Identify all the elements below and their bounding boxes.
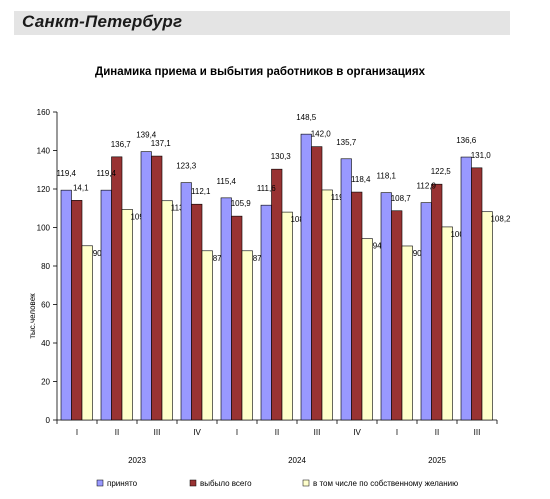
data-label-hired: 111,6: [257, 184, 276, 193]
bar-left-voluntary: [281, 211, 293, 421]
year-label: 2025: [428, 456, 446, 465]
legend-label: принято: [107, 479, 138, 488]
y-tick-label: 60: [41, 301, 50, 310]
data-label-left-total: 14,1: [73, 183, 89, 192]
x-tick-label: IV: [353, 428, 361, 437]
data-label-left-total: 108,7: [391, 194, 412, 203]
bar-hired: [380, 192, 392, 421]
x-tick-label: III: [314, 428, 321, 437]
data-label-left-total: 118,4: [351, 175, 371, 184]
bar-left-total: [191, 203, 203, 421]
legend-label: выбыло всего: [200, 479, 252, 488]
bar-hired: [420, 202, 432, 421]
data-label-left-total: 112,1: [191, 187, 211, 196]
y-tick-label: 160: [37, 108, 51, 117]
bar-hired: [340, 158, 352, 421]
data-label-left-voluntary: 108,2: [490, 215, 511, 224]
bar-left-total: [391, 210, 403, 421]
y-tick-label: 40: [41, 339, 50, 348]
data-label-left-total: 131,0: [471, 151, 492, 160]
bar-left-total: [271, 168, 283, 421]
data-label-hired: 119,4: [97, 169, 117, 178]
bar-left-voluntary: [201, 250, 213, 421]
data-label-hired: 136,6: [456, 136, 477, 145]
data-label-left-total: 130,3: [271, 152, 292, 161]
bar-hired: [220, 197, 232, 421]
bar-left-voluntary: [121, 209, 133, 421]
bar-left-total: [71, 200, 83, 421]
y-tick-label: 120: [37, 185, 51, 194]
y-tick-label: 0: [46, 416, 51, 425]
data-label-left-total: 105,9: [231, 199, 252, 208]
x-tick-label: II: [115, 428, 119, 437]
bar-hired: [180, 182, 192, 421]
data-label-hired: 112,9: [417, 182, 437, 191]
data-label-left-total: 137,1: [151, 139, 172, 148]
data-label-hired: 119,4: [57, 169, 77, 178]
data-label-left-total: 142,0: [311, 130, 332, 139]
bar-left-voluntary: [241, 250, 253, 421]
bar-left-total: [111, 156, 123, 421]
region-title: Санкт-Петербург: [22, 12, 183, 31]
data-label-hired: 135,7: [336, 138, 357, 147]
bar-left-voluntary: [481, 211, 493, 421]
year-label: 2023: [128, 456, 146, 465]
bar-left-total: [231, 215, 243, 421]
legend-label: в том числе по собственному желанию: [313, 479, 458, 488]
legend-swatch: [302, 479, 310, 487]
y-tick-label: 100: [37, 224, 51, 233]
bar-left-total: [431, 183, 443, 421]
x-tick-label: III: [474, 428, 481, 437]
data-label-left-total: 122,5: [431, 167, 452, 176]
bar-left-voluntary: [441, 226, 453, 421]
bar-hired: [460, 156, 472, 421]
bar-left-total: [311, 146, 323, 421]
bar-hired: [140, 151, 152, 421]
bar-hired: [100, 189, 112, 421]
data-label-left-total: 136,7: [111, 140, 132, 149]
x-tick-label: II: [435, 428, 439, 437]
legend-swatch: [189, 479, 197, 487]
y-tick-label: 140: [37, 147, 51, 156]
bar-left-voluntary: [161, 200, 173, 421]
legend-swatch: [96, 479, 104, 487]
bar-left-total: [471, 167, 483, 421]
x-tick-label: III: [154, 428, 161, 437]
x-tick-label: I: [396, 428, 398, 437]
y-tick-label: 20: [41, 378, 50, 387]
data-label-hired: 115,4: [217, 177, 237, 186]
region-banner: Санкт-Петербург: [14, 11, 510, 35]
bar-hired: [300, 133, 312, 421]
y-tick-label: 80: [41, 262, 50, 271]
bar-left-voluntary: [321, 189, 333, 421]
y-axis-title: тыс.человек: [28, 293, 37, 339]
data-label-hired: 148,5: [296, 113, 317, 122]
data-label-hired: 118,1: [377, 172, 397, 181]
x-tick-label: II: [275, 428, 279, 437]
bar-left-voluntary: [81, 245, 93, 421]
x-tick-label: IV: [193, 428, 201, 437]
bar-hired: [260, 204, 272, 421]
data-label-hired: 139,4: [136, 131, 157, 140]
bar-hired: [60, 189, 72, 421]
bar-left-voluntary: [361, 238, 373, 421]
bar-left-total: [151, 155, 163, 421]
year-label: 2024: [288, 456, 306, 465]
bar-left-total: [351, 191, 363, 421]
chart-title: Динамика приема и выбытия работников в о…: [95, 66, 425, 78]
x-tick-label: I: [236, 428, 238, 437]
bar-left-voluntary: [401, 245, 413, 421]
data-label-hired: 123,3: [176, 162, 197, 171]
x-tick-label: I: [76, 428, 78, 437]
